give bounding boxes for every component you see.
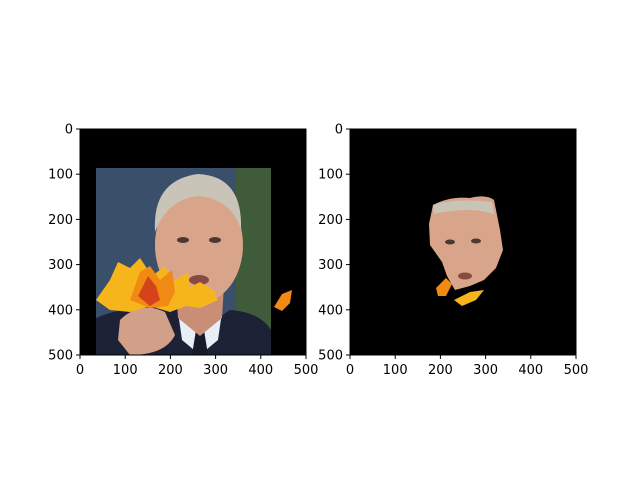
mask-image <box>429 196 503 306</box>
left-xtick-label: 0 <box>76 363 84 378</box>
left-ytick-label: 200 <box>48 213 73 228</box>
photo-face <box>155 187 243 303</box>
left-xtick-label: 100 <box>113 363 138 378</box>
axes-right-xticks: 0 100 200 300 400 500 <box>346 355 589 378</box>
right-xtick-label: 200 <box>428 363 453 378</box>
axes-right-yticks: 0 100 200 300 400 500 <box>318 123 350 364</box>
left-ytick-label: 100 <box>48 168 73 183</box>
photo-leaf-right <box>180 282 216 306</box>
left-xtick-label: 500 <box>294 363 319 378</box>
right-ytick-label: 100 <box>318 168 343 183</box>
photo-eye-right <box>209 237 221 243</box>
mask-mouth <box>458 272 472 280</box>
photo-mouth <box>189 275 209 285</box>
left-ytick-label: 500 <box>48 349 73 364</box>
axes-left-frame <box>79 128 307 356</box>
right-ytick-label: 0 <box>335 123 343 138</box>
photo-eye-left <box>177 237 189 243</box>
right-ytick-label: 400 <box>318 303 343 318</box>
axes-left-yticks: 0 100 200 300 400 500 <box>48 123 80 364</box>
left-ytick-label: 400 <box>48 303 73 318</box>
mask-hair-edge <box>433 200 494 214</box>
right-xtick-label: 100 <box>383 363 408 378</box>
photo-tie <box>192 330 208 355</box>
left-xtick-label: 200 <box>158 363 183 378</box>
photo-collar <box>178 312 222 355</box>
photo-leaf-stray <box>274 290 292 311</box>
mask-leaf-right <box>454 290 484 306</box>
photo-image <box>96 168 292 355</box>
right-xtick-label: 500 <box>564 363 589 378</box>
photo-hand <box>118 307 175 355</box>
axes-left-photo: 0 100 200 300 400 500 0 100 200 300 400 500 <box>48 123 318 379</box>
right-ytick-label: 200 <box>318 213 343 228</box>
mask-eye-right <box>471 238 481 244</box>
right-xtick-label: 300 <box>473 363 498 378</box>
right-xtick-label: 400 <box>518 363 543 378</box>
right-xtick-label: 0 <box>346 363 354 378</box>
mask-eye-left <box>445 239 455 245</box>
axes-right-frame <box>349 128 577 356</box>
photo-leaf-red <box>138 276 160 306</box>
axes-right-mask: 0 100 200 300 400 500 0 100 200 300 400 500 <box>318 123 588 379</box>
left-ytick-label: 0 <box>65 123 73 138</box>
mask-face <box>429 196 503 290</box>
left-ytick-label: 300 <box>48 258 73 273</box>
axes-left-xticks: 0 100 200 300 400 500 <box>76 355 319 378</box>
mask-leaf-left <box>436 278 452 296</box>
left-xtick-label: 400 <box>248 363 273 378</box>
photo-hair <box>154 174 242 232</box>
left-xtick-label: 300 <box>203 363 228 378</box>
right-ytick-label: 500 <box>318 349 343 364</box>
right-ytick-label: 300 <box>318 258 343 273</box>
